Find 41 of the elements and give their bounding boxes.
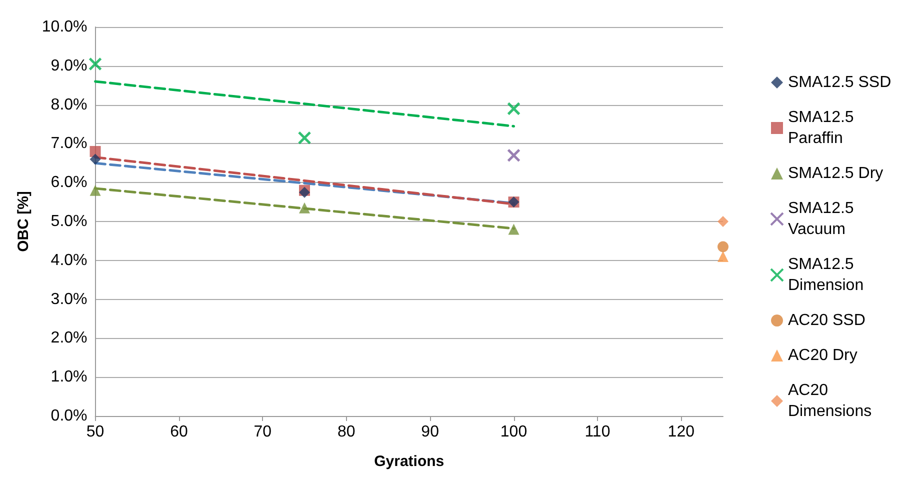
point — [507, 148, 521, 162]
y-tick-label: 4.0% — [50, 252, 88, 269]
x-axis-title: Gyrations — [374, 453, 444, 470]
point — [90, 184, 101, 196]
x-tick-label: 100 — [500, 424, 528, 440]
x-tick-label: 90 — [421, 424, 440, 440]
legend-label: AC20 Dry — [788, 347, 858, 364]
legend-label: SMA12.5 Vacuum — [788, 200, 858, 238]
y-tick-label: 2.0% — [50, 330, 88, 347]
point — [299, 202, 310, 214]
y-tick-label: 3.0% — [50, 290, 88, 308]
x-tick-label: 60 — [170, 424, 188, 440]
y-tick-label: 5.0% — [50, 213, 88, 230]
point — [718, 251, 728, 262]
legend-label: SMA12.5 SSD — [788, 74, 892, 91]
point — [718, 216, 728, 227]
y-tick-label: 0.0% — [50, 408, 88, 424]
legend-label: AC20 Dimensions — [788, 382, 872, 420]
y-tick-label: 7.0% — [50, 135, 88, 152]
y-axis-title: OBC [%] — [15, 191, 32, 252]
y-tick-label: 6.0% — [50, 174, 88, 192]
y-tick-label: 9.0% — [50, 57, 88, 74]
point — [507, 102, 521, 116]
x-tick-label: 120 — [668, 424, 695, 440]
y-tick-label: 1.0% — [50, 368, 88, 386]
x-tick-label: 80 — [337, 424, 356, 440]
legend-label: SMA12.5 Dimension — [788, 256, 864, 294]
point — [90, 146, 101, 157]
legend-label: SMA12.5 Dry — [788, 165, 884, 182]
y-tick-label: 10.0% — [42, 18, 88, 36]
legend-label: SMA12.5 Paraffin — [788, 109, 858, 147]
legend-label: AC20 SSD — [788, 312, 866, 329]
point — [90, 154, 101, 165]
y-tick-label: 8.0% — [50, 96, 88, 114]
point — [718, 241, 728, 252]
x-tick-label: 70 — [254, 424, 272, 440]
point — [508, 224, 520, 235]
x-tick-label: 50 — [86, 424, 104, 440]
point — [298, 131, 312, 145]
point — [88, 57, 102, 71]
x-tick-label: 110 — [584, 424, 610, 440]
